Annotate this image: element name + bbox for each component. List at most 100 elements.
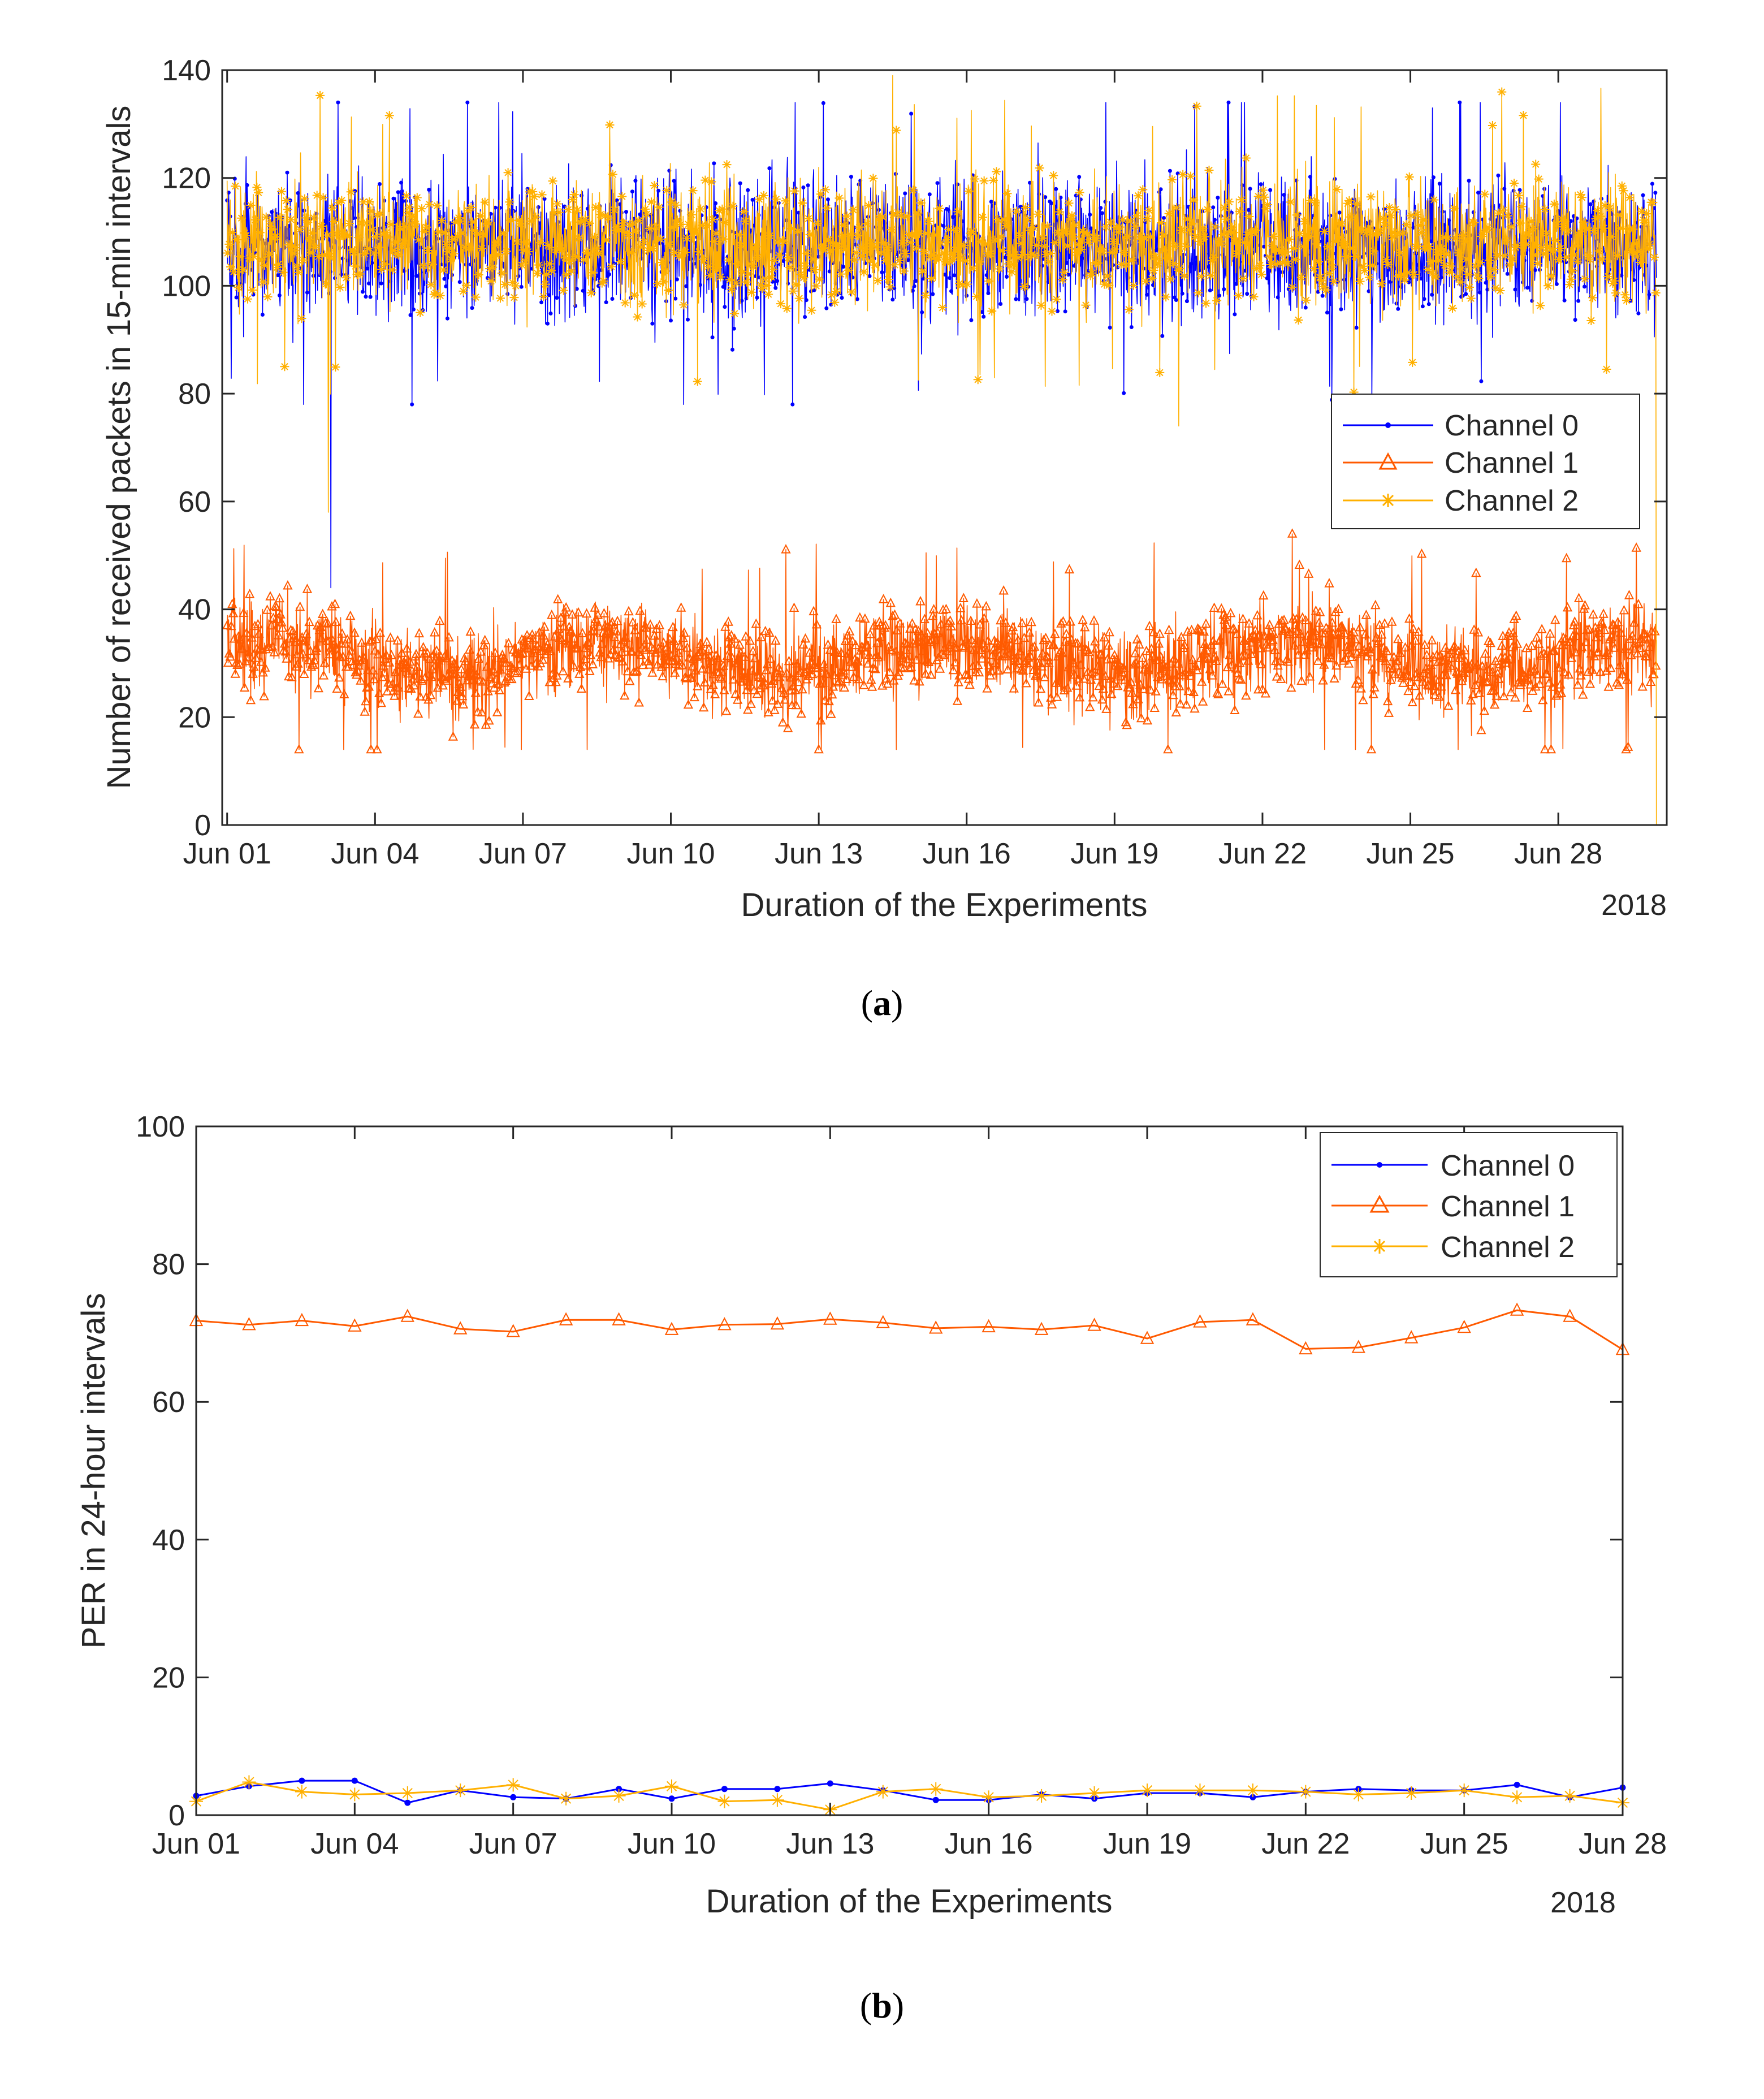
chart-a-point (358, 197, 368, 207)
chart-a-point (559, 620, 569, 630)
chart-a-point (1477, 290, 1482, 295)
chart-a-point (832, 287, 841, 296)
chart-a-point (534, 260, 544, 270)
chart-a-point (1354, 223, 1363, 233)
chart-a-point (806, 656, 817, 666)
chart-a-point (1138, 684, 1148, 693)
chart-a-point (1034, 697, 1044, 707)
chart-a-point (1169, 259, 1178, 269)
chart-a-point (1562, 252, 1571, 262)
chart-a-point (1429, 195, 1439, 205)
chart-a-point (1326, 254, 1335, 264)
chart-b-point-2-25 (1510, 1790, 1524, 1804)
chart-a-point (1104, 280, 1114, 290)
chart-a-point (1429, 680, 1439, 690)
chart-a-point (1572, 256, 1582, 266)
chart-a-point (973, 375, 983, 385)
chart-a-point (730, 347, 734, 352)
chart-a-point (1265, 276, 1269, 280)
chart-a-point (1365, 646, 1376, 657)
chart-a-point (649, 630, 660, 640)
chart-a-point (1029, 641, 1040, 651)
chart-a-point (1081, 300, 1091, 310)
chart-a-point (762, 280, 772, 290)
chart-a-point (1049, 201, 1054, 205)
chart-a-point (1573, 318, 1577, 322)
chart-a-point (403, 668, 413, 678)
chart-a-point (550, 208, 559, 218)
chart-a-point (1100, 211, 1104, 215)
chart-a-point (1253, 192, 1263, 201)
chart-a-point (442, 277, 447, 281)
chart-a-point (575, 662, 586, 671)
chart-a-point (1648, 198, 1658, 208)
chart-a-point (981, 601, 991, 611)
chart-a-point (1002, 189, 1012, 198)
chart-a-point (798, 198, 807, 208)
chart-a-point (1538, 694, 1548, 705)
chart-a-legend: Channel 0 Channel 1 Channel 2 (1331, 394, 1640, 529)
chart-a-point (762, 659, 772, 668)
chart-a-point (823, 639, 833, 649)
chart-a-point (1525, 679, 1536, 689)
chart-a-point (650, 181, 659, 191)
chart-a-point (990, 235, 1000, 245)
chart-a-point (923, 628, 933, 638)
chart-a-point (885, 282, 895, 292)
chart-a-point (1505, 653, 1515, 663)
chart-a-point (1534, 679, 1545, 688)
chart-a-point (1649, 668, 1659, 679)
chart-a-point (920, 310, 924, 314)
chart-a-point (663, 652, 673, 662)
chart-a-point (889, 609, 900, 619)
chart-a-point (733, 259, 742, 269)
chart-a-point (676, 602, 686, 612)
chart-a-point (424, 654, 435, 663)
chart-a-point (339, 228, 348, 238)
chart-a-point (1389, 228, 1399, 237)
chart-a-point (263, 292, 273, 301)
chart-a-point (1052, 295, 1061, 304)
chart-a-point (1343, 658, 1354, 668)
chart-a-point (427, 188, 431, 192)
chart-a-point (611, 626, 621, 636)
chart-a-point (1045, 248, 1055, 258)
chart-a-point (365, 266, 370, 271)
chart-a-point (305, 235, 314, 244)
chart-a-point (1383, 707, 1394, 717)
chart-a-point (1063, 309, 1067, 314)
chart-a-point (835, 193, 844, 203)
chart-a-point (980, 310, 984, 314)
chart-a-legend-marker-0 (1385, 422, 1391, 428)
chart-a-point (1054, 187, 1058, 191)
chart-a-point (554, 208, 564, 217)
chart-a-point (1195, 625, 1205, 635)
chart-a-point (890, 646, 901, 656)
chart-a-point (1406, 211, 1416, 221)
chart-a-point (760, 625, 771, 636)
chart-a-point (1099, 206, 1103, 210)
chart-a-point (738, 673, 748, 683)
chart-a-point (793, 676, 803, 686)
chart-a-point (1078, 615, 1088, 624)
chart-a-point (569, 633, 580, 643)
chart-a-point (1100, 671, 1110, 680)
chart-a-point (693, 377, 702, 386)
chart-a-point (1623, 741, 1633, 751)
chart-a-point (1480, 189, 1490, 199)
chart-a-point (1323, 639, 1333, 649)
chart-a-point (1114, 659, 1125, 669)
chart-a-point (1198, 224, 1208, 234)
chart-b-ylabel: PER in 24-hour intervals (75, 1293, 112, 1649)
chart-a-point (1061, 226, 1071, 236)
chart-b-point-1-24 (1457, 1319, 1471, 1333)
chart-a-point (1612, 677, 1622, 687)
chart-a-point (645, 619, 655, 629)
y-tick-label: 80 (152, 1249, 185, 1281)
chart-b-legend-marker-2 (1372, 1239, 1387, 1254)
chart-a-point (351, 261, 360, 271)
chart-a-point (1558, 632, 1568, 642)
chart-a-point (966, 615, 976, 625)
chart-a-point (644, 659, 655, 669)
chart-a-point (920, 668, 931, 678)
